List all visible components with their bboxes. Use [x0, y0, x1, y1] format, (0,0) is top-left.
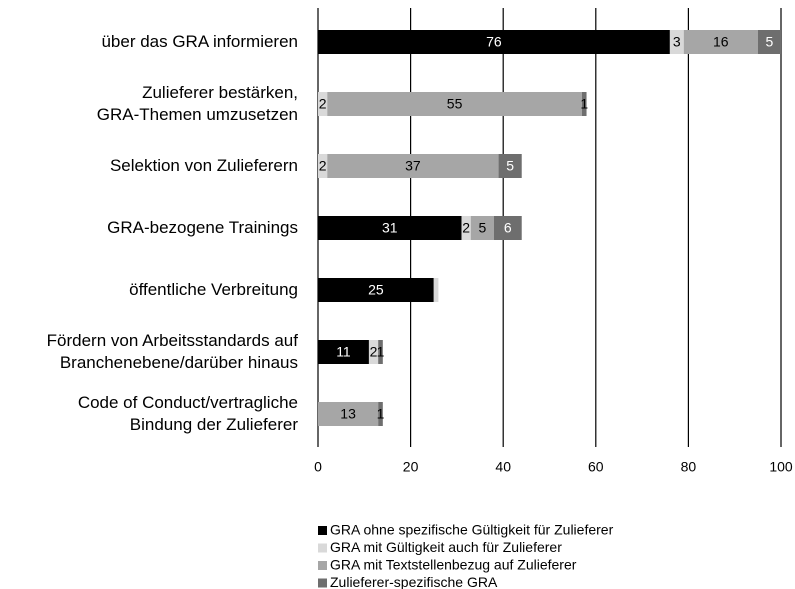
bar-segment	[470, 216, 494, 240]
bar-segment	[318, 340, 369, 364]
bar-segment	[461, 216, 471, 240]
bar-segment	[581, 92, 587, 116]
category-label: Zulieferer bestärken, GRA-Themen umzuset…	[96, 83, 298, 124]
bar-segment	[433, 278, 439, 302]
data-label: 3	[673, 34, 681, 50]
data-label: 55	[447, 96, 463, 112]
data-label: 13	[340, 406, 356, 422]
legend-label: Zulieferer-spezifische GRA	[330, 574, 498, 589]
data-label: 25	[368, 282, 384, 298]
data-label: 37	[405, 158, 421, 174]
data-label: 31	[382, 220, 398, 236]
data-label: 1	[377, 406, 385, 422]
bar-segment	[318, 402, 379, 426]
data-label: 1	[580, 96, 588, 112]
data-label: 6	[504, 220, 512, 236]
bar-segment	[318, 278, 434, 302]
bar-segment	[368, 340, 379, 364]
legend-label: GRA ohne spezifische Gültigkeit für Zuli…	[330, 522, 614, 538]
bar-segment	[757, 30, 781, 54]
x-tick-label: 80	[681, 459, 697, 475]
bar-segment	[498, 154, 522, 178]
data-label: 1	[377, 344, 385, 360]
legend-label: GRA mit Textstellenbezug auf Zulieferer	[330, 557, 577, 573]
data-label: 2	[462, 220, 470, 236]
category-label: über das GRA informieren	[101, 32, 298, 51]
data-label: 76	[486, 34, 502, 50]
x-tick-label: 20	[403, 459, 419, 475]
category-label: Selektion von Zulieferern	[109, 156, 298, 175]
legend-label: GRA mit Gültigkeit auch für Zulieferer	[330, 539, 562, 555]
data-label: 2	[370, 344, 378, 360]
x-tick-label: 100	[769, 459, 793, 475]
bar-segment	[378, 402, 383, 426]
bar-segment	[327, 154, 499, 178]
bar-segment	[493, 216, 522, 240]
category-label: Fördern von Arbeitsstandards auf Branche…	[46, 331, 298, 372]
category-label: öffentliche Verbreitung	[129, 280, 298, 299]
bar-segment	[669, 30, 684, 54]
bar-segment	[318, 216, 462, 240]
bar-segment	[318, 154, 328, 178]
data-label: 16	[713, 34, 729, 50]
x-tick-label: 0	[314, 459, 322, 475]
data-label: 5	[766, 34, 774, 50]
legend-swatch	[318, 561, 327, 570]
data-label: 5	[478, 220, 486, 236]
bar-segment	[683, 30, 758, 54]
bar-segment	[318, 92, 328, 116]
data-label: 2	[319, 158, 327, 174]
x-tick-label: 60	[588, 459, 604, 475]
legend-swatch	[318, 578, 327, 588]
data-label: 11	[336, 344, 351, 360]
legend-swatch	[318, 526, 327, 535]
bar-segment	[378, 340, 383, 364]
x-tick-label: 40	[495, 459, 511, 475]
bar-segment	[327, 92, 582, 116]
data-label: 2	[319, 96, 327, 112]
data-label: 5	[506, 158, 514, 174]
category-label: Code of Conduct/vertragliche Bindung der…	[77, 393, 298, 434]
bar-segment	[318, 30, 670, 54]
category-label: GRA-bezogene Trainings	[107, 218, 298, 237]
legend-swatch	[318, 543, 327, 553]
